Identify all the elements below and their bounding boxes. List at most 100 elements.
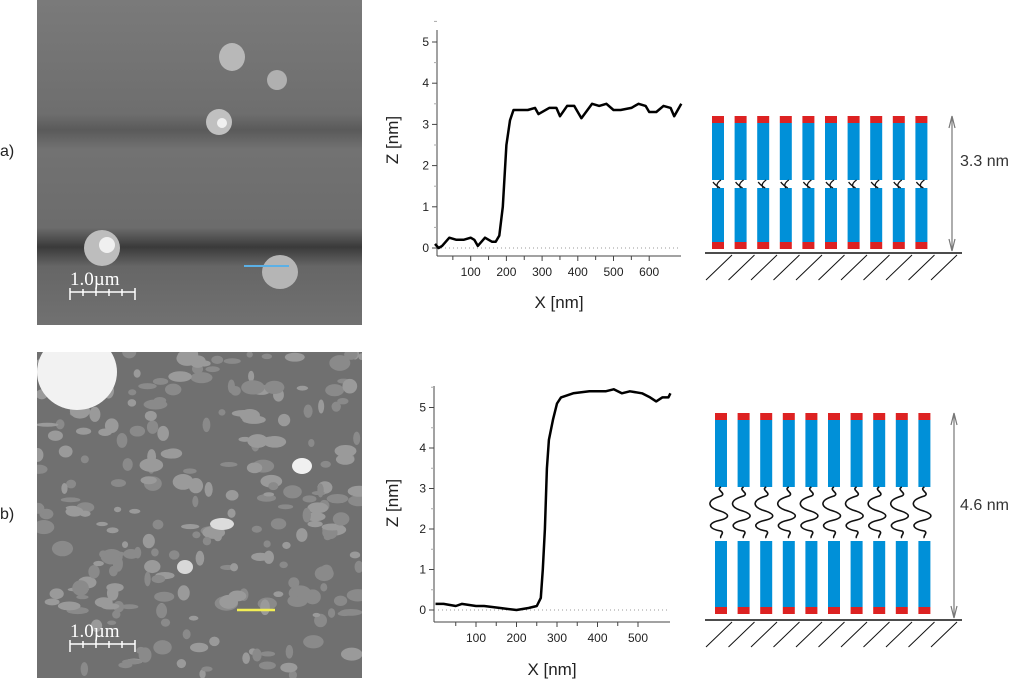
molecule-head-top — [737, 413, 750, 420]
y-axis-label: Z [nm] — [383, 116, 402, 164]
substrate-hatch — [750, 621, 778, 648]
y-tick-label: 1 — [422, 200, 429, 214]
hook-linker — [870, 179, 880, 189]
molecule-head-bottom — [760, 607, 773, 614]
molecule-body-top — [757, 123, 770, 180]
substrate-hatch — [705, 621, 733, 648]
molecule-head-top — [892, 116, 905, 123]
molecule-head-bottom — [828, 607, 840, 614]
molecule-body-top — [712, 123, 724, 180]
molecule-body-bottom — [737, 541, 750, 607]
molecule-body-bottom — [779, 188, 792, 242]
x-tick-label: 200 — [496, 265, 516, 279]
molecule-head-top — [779, 116, 792, 123]
y-tick-label: 3 — [422, 117, 429, 131]
molecule-body-top — [915, 123, 928, 180]
y-tick-label: 0 — [422, 241, 429, 255]
layer-model-b: 4.6 nm — [705, 412, 1009, 648]
profile-chart-a: 0 1 2 3 4 5 100 200 300 400 500 600 X [nm] Z [nm] — [383, 20, 683, 312]
wavy-linker — [912, 486, 932, 539]
hook-linker — [780, 179, 790, 189]
molecule-head-top — [715, 413, 727, 420]
molecule-head-bottom — [825, 242, 837, 249]
y-tick-label: 0 — [419, 603, 426, 617]
molecule-body-bottom — [805, 541, 818, 607]
molecule-head-bottom — [847, 242, 860, 249]
hook-linker — [735, 179, 744, 189]
substrate-hatch — [840, 254, 868, 281]
wavy-linker — [844, 486, 864, 539]
molecule-body-top — [892, 123, 905, 180]
molecule-head-top — [828, 413, 840, 420]
wavy-linker — [709, 486, 729, 539]
molecule-head-bottom — [802, 242, 815, 249]
molecule — [779, 116, 792, 249]
scale-bar-label-a: 1.0µm — [70, 269, 120, 290]
molecule-head-bottom — [918, 607, 931, 614]
substrate-hatch — [885, 254, 913, 281]
molecule-head-top — [757, 116, 770, 123]
molecule — [777, 413, 797, 614]
molecule-body-bottom — [915, 188, 928, 242]
hook-linker — [802, 179, 812, 189]
wavy-linker — [890, 486, 910, 539]
substrate-hatch — [885, 621, 913, 648]
substrate-hatch — [705, 254, 733, 281]
afm-image-b-overlay: 1.0µm — [37, 352, 362, 678]
substrate-hatch — [930, 254, 958, 281]
molecule-head-top — [712, 116, 724, 123]
hook-linker — [893, 179, 903, 189]
substrate-hatch — [863, 621, 890, 648]
substrate-hatch — [773, 621, 800, 648]
molecule-head-bottom — [805, 607, 818, 614]
x-tick-label: 500 — [628, 631, 648, 645]
hook-linker — [848, 179, 857, 189]
layer-model-a: 3.3 nm — [705, 115, 1009, 281]
molecule — [867, 413, 887, 614]
height-profile-line — [434, 102, 683, 250]
hook-linker — [757, 179, 767, 189]
substrate-hatch — [930, 621, 958, 648]
molecule-body-bottom — [918, 541, 931, 607]
molecule-head-bottom — [779, 242, 792, 249]
substrate-hatch — [908, 254, 935, 281]
molecule-head-top — [850, 413, 863, 420]
x-tick-label: 400 — [568, 265, 588, 279]
molecule-body-top — [870, 123, 883, 180]
molecule-head-bottom — [737, 607, 750, 614]
molecule-body-bottom — [850, 541, 863, 607]
molecule-body-bottom — [712, 188, 724, 242]
y-axis-label: Z [nm] — [383, 479, 402, 527]
wavy-linker — [777, 486, 797, 539]
molecule-body-top — [782, 420, 795, 487]
wavy-linker — [867, 486, 887, 539]
molecule — [892, 116, 905, 249]
molecule-head-top — [782, 413, 795, 420]
molecule-body-top — [734, 123, 747, 180]
wavy-linker — [754, 486, 774, 539]
molecule-body-bottom — [715, 541, 727, 607]
y-tick-label: 1 — [419, 563, 426, 577]
afm-image-a: 1.0µm — [37, 0, 362, 325]
molecule-body-top — [737, 420, 750, 487]
x-tick-label: 100 — [466, 631, 486, 645]
scale-bar-b — [69, 640, 136, 652]
panel-label-b: b) — [0, 506, 15, 523]
scale-bar-a — [69, 288, 136, 300]
molecule-body-top — [895, 420, 908, 487]
molecule-body-bottom — [870, 188, 883, 242]
molecule-head-bottom — [757, 242, 770, 249]
molecule-body-top — [779, 123, 792, 180]
wavy-linker — [799, 486, 819, 539]
hook-linker — [915, 179, 925, 189]
molecule-body-bottom — [895, 541, 908, 607]
hook-linker — [825, 179, 835, 189]
molecule-body-top — [873, 420, 886, 487]
molecule-head-bottom — [892, 242, 905, 249]
wavy-linker — [731, 486, 751, 539]
molecule-body-top — [805, 420, 818, 487]
molecule — [870, 116, 883, 249]
molecule-body-top — [825, 123, 837, 180]
molecule-head-top — [802, 116, 815, 123]
arrowheads — [950, 412, 958, 619]
